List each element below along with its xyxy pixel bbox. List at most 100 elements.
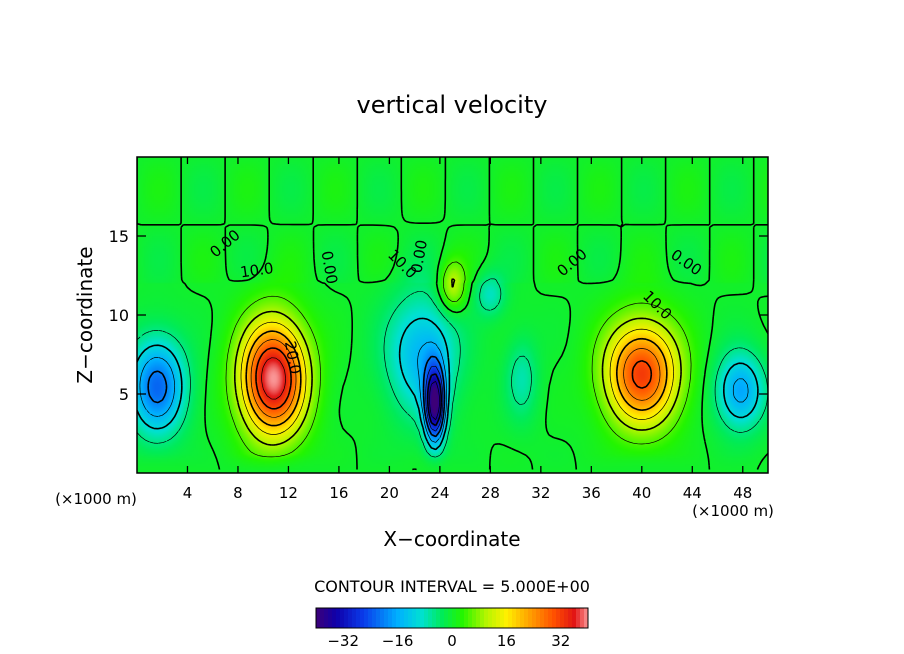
colorbar-cell — [520, 608, 525, 628]
x-tick-label: 16 — [329, 484, 348, 502]
x-tick-label: 4 — [183, 484, 193, 502]
colorbar-cell — [516, 608, 521, 628]
colorbar-cell — [344, 608, 349, 628]
contour-line — [261, 357, 286, 400]
colorbar-cell — [404, 608, 409, 628]
colorbar-cell — [348, 608, 353, 628]
colorbar-cell — [568, 608, 573, 628]
colorbar-cell — [376, 608, 381, 628]
colorbar-cell — [428, 608, 433, 628]
y-tick-label: 15 — [109, 227, 129, 246]
colorbar-cell — [556, 608, 561, 628]
colorbar-cell — [368, 608, 373, 628]
y-axis-label: Z−coordinate — [73, 246, 97, 383]
colorbar-cell — [488, 608, 493, 628]
colorbar-cell — [320, 608, 325, 628]
colorbar-cell — [412, 608, 417, 628]
contour-line — [425, 365, 444, 432]
colorbar-cell — [476, 608, 481, 628]
contour-line — [426, 373, 442, 427]
colorbar-cell — [580, 608, 585, 628]
colorbar-cell — [384, 608, 389, 628]
colorbar-tick-label: 16 — [497, 632, 516, 650]
chart-title: vertical velocity — [357, 91, 548, 119]
x-tick-label: 20 — [380, 484, 399, 502]
colorbar-cell — [500, 608, 505, 628]
colorbar-cell — [584, 608, 589, 628]
colorbar-cell — [480, 608, 485, 628]
y-tick-label: 5 — [119, 385, 129, 404]
colorbar-cell — [356, 608, 361, 628]
colorbar-tick-label: −16 — [382, 632, 414, 650]
colorbar-cell — [524, 608, 529, 628]
contour-line — [147, 355, 446, 438]
colorbar-cell — [496, 608, 501, 628]
colorbar-cell — [512, 608, 517, 628]
colorbar-cell — [340, 608, 345, 628]
colorbar-cell — [576, 608, 581, 628]
colorbar: −32 −16 0 16 32 — [315, 607, 589, 650]
x-axis-ticks: 4 8 12 16 20 24 28 32 36 40 44 48 — [183, 157, 752, 502]
contour-line — [234, 278, 682, 446]
y-axis-ticks: 5 10 15 — [109, 227, 768, 404]
colorbar-tick-label: 32 — [551, 632, 570, 650]
colorbar-cell — [424, 608, 429, 628]
colorbar-cell — [536, 608, 541, 628]
colorbar-cell — [440, 608, 445, 628]
colorbar-cell — [400, 608, 405, 628]
contour-line — [225, 261, 692, 458]
colorbar-cell — [328, 608, 333, 628]
colorbar-cell — [484, 608, 489, 628]
colorbar-cell — [352, 608, 357, 628]
colorbar-cell — [572, 608, 577, 628]
heatmap-field — [137, 157, 768, 473]
colorbar-cell — [316, 608, 321, 628]
x-tick-label: 40 — [632, 484, 651, 502]
contour-label: 10.0 — [239, 259, 275, 281]
contour-line — [250, 339, 661, 418]
x-tick-label: 8 — [233, 484, 243, 502]
colorbar-cell — [448, 608, 453, 628]
contour-line — [139, 341, 749, 443]
colorbar-cell — [540, 608, 545, 628]
x-tick-label: 24 — [430, 484, 449, 502]
contour-line — [255, 347, 653, 410]
contour-line — [240, 321, 674, 435]
x-unit-left: (×1000 m) — [55, 490, 137, 508]
colorbar-cell — [416, 608, 421, 628]
colorbar-cell — [492, 608, 497, 628]
colorbar-cell — [508, 608, 513, 628]
x-tick-label: 36 — [582, 484, 601, 502]
colorbar-cell — [528, 608, 533, 628]
colorbar-cell — [324, 608, 329, 628]
contour-line — [429, 380, 440, 420]
contour-line — [245, 330, 668, 427]
colorbar-cell — [380, 608, 385, 628]
colorbar-cell — [360, 608, 365, 628]
contour-label: 0.00 — [318, 250, 342, 286]
x-tick-label: 48 — [733, 484, 752, 502]
colorbar-cell — [436, 608, 441, 628]
colorbar-cell — [504, 608, 509, 628]
contour-label: 0.00 — [407, 238, 431, 274]
colorbar-cell — [372, 608, 377, 628]
x-tick-label: 12 — [279, 484, 298, 502]
contour-label: 20.0 — [281, 340, 305, 376]
colorbar-cell — [532, 608, 537, 628]
colorbar-cell — [332, 608, 337, 628]
x-tick-label: 44 — [683, 484, 702, 502]
colorbar-cell — [456, 608, 461, 628]
colorbar-cell — [444, 608, 449, 628]
colorbar-tick-label: 0 — [447, 632, 457, 650]
colorbar-cell — [552, 608, 557, 628]
colorbar-cell — [432, 608, 437, 628]
contour-interval-note: CONTOUR INTERVAL = 5.000E+00 — [314, 577, 590, 596]
colorbar-tick-label: −32 — [327, 632, 359, 650]
colorbar-cell — [564, 608, 569, 628]
colorbar-cell — [548, 608, 553, 628]
colorbar-cell — [472, 608, 477, 628]
colorbar-cell — [388, 608, 393, 628]
colorbar-cell — [364, 608, 369, 628]
contour-line — [137, 278, 768, 458]
